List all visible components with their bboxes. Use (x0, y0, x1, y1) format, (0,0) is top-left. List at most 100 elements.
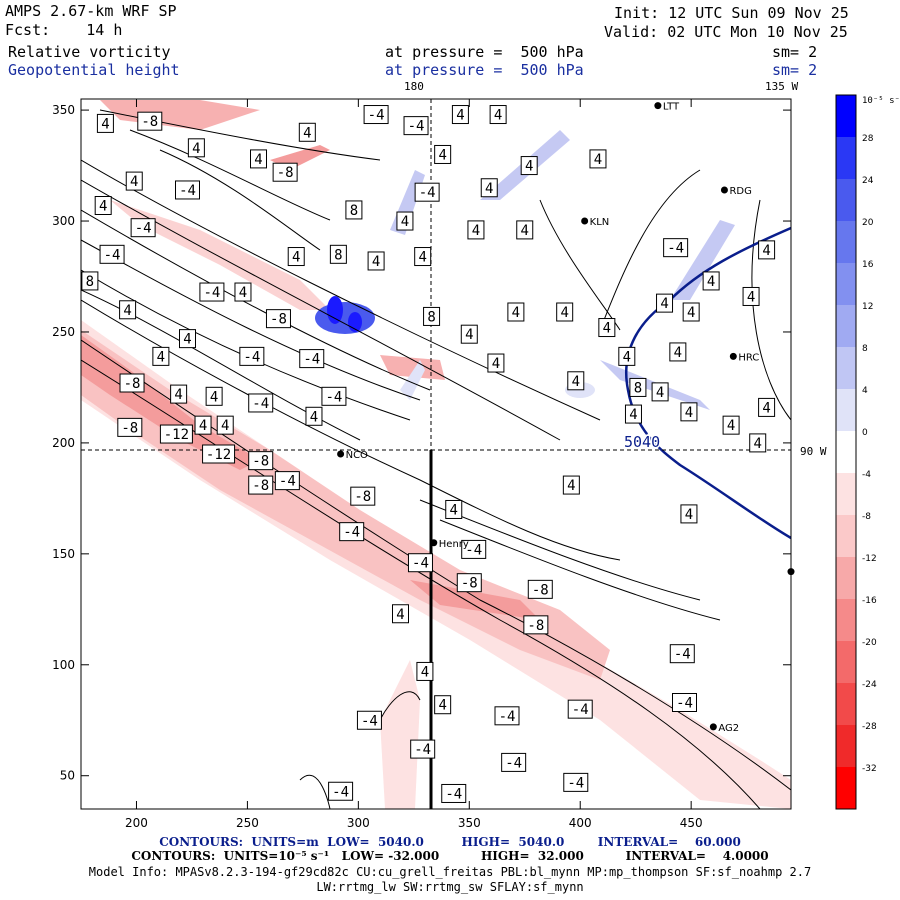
contour-label: -4 (494, 706, 520, 726)
contour-label: -4 (274, 471, 300, 491)
station-dot (709, 723, 717, 731)
colorbar-tick-label: -12 (862, 554, 877, 564)
svg-text:-4: -4 (505, 755, 522, 771)
colorbar-tick-label: -20 (862, 638, 877, 648)
contour-label: 4 (125, 171, 143, 191)
svg-text:4: 4 (254, 152, 262, 168)
contour-label: -4 (563, 772, 589, 792)
svg-text:4: 4 (623, 349, 631, 365)
colorbar-swatch (836, 347, 856, 389)
contour-label: 4 (489, 105, 507, 125)
contour-label: -4 (363, 105, 389, 125)
contour-label: -8 (265, 309, 291, 329)
contour-label: 8 (81, 271, 99, 291)
station-dot (337, 450, 345, 458)
svg-text:4: 4 (521, 223, 529, 239)
svg-text:4: 4 (494, 108, 502, 124)
colorbar-tick-label: 12 (862, 302, 873, 312)
svg-text:4: 4 (183, 332, 191, 348)
colorbar-swatch (836, 137, 856, 179)
colorbar-swatch (836, 263, 856, 305)
footer-height-contours: CONTOURS: UNITS=m LOW= 5040.0 HIGH= 5040… (159, 835, 741, 849)
colorbar-tick-label: 8 (862, 344, 868, 354)
svg-text:-4: -4 (465, 542, 482, 558)
contour-label: -8 (523, 615, 549, 635)
valid-time: Valid: 02 UTC Mon 10 Nov 25 (604, 23, 848, 41)
stations: LTT RDG KLN HRC NCO Henry AG2 (337, 102, 795, 734)
lat-label-90w: 90 W (800, 445, 827, 458)
colorbar-tick-label: 0 (862, 428, 868, 438)
svg-text:4: 4 (747, 289, 755, 305)
svg-text:-8: -8 (277, 165, 294, 181)
colorbar-tick-label: -24 (862, 680, 877, 690)
svg-text:4: 4 (629, 407, 637, 423)
contour-label: 4 (702, 271, 720, 291)
model-title: AMPS 2.67-km WRF SP (5, 2, 177, 20)
svg-text:4: 4 (727, 418, 735, 434)
svg-text:4: 4 (99, 199, 107, 215)
contour-label: 4 (758, 397, 776, 417)
contour-label: -4 (99, 244, 125, 264)
contour-label: -4 (175, 180, 200, 200)
svg-text:4: 4 (130, 174, 138, 190)
colorbar-tick-label: -4 (862, 470, 871, 480)
contour-label: 4 (205, 386, 223, 406)
svg-text:-4: -4 (179, 183, 196, 199)
svg-text:4: 4 (303, 125, 311, 141)
contour-label: 4 (520, 156, 538, 176)
contour-label: 4 (598, 318, 616, 338)
contour-label: 4 (216, 415, 234, 435)
contour-label: 4 (467, 220, 485, 240)
svg-text:-4: -4 (303, 352, 320, 368)
svg-text:4: 4 (192, 141, 200, 157)
svg-text:4: 4 (762, 400, 770, 416)
contour-label: 4 (416, 661, 434, 681)
contour-label: -4 (672, 693, 697, 712)
contour-label: 4 (414, 247, 432, 267)
contour-label: 4 (179, 329, 196, 349)
svg-text:4: 4 (685, 405, 693, 421)
svg-text:4: 4 (123, 303, 131, 319)
colorbar-tick-label: 24 (862, 176, 874, 186)
y-tick-label: 150 (52, 547, 75, 561)
svg-text:4: 4 (674, 345, 682, 361)
svg-text:4: 4 (438, 698, 446, 714)
svg-text:4: 4 (239, 285, 247, 301)
contour-label: 4 (119, 300, 137, 320)
station-dot (654, 102, 662, 110)
svg-text:4: 4 (560, 305, 568, 321)
contour-label: -4 (410, 739, 436, 759)
colorbar-units: 10⁻⁵ s⁻¹ (862, 96, 900, 106)
svg-text:4: 4 (401, 214, 409, 230)
x-axis-ticks: 200 250 300 350 400 450 (125, 99, 703, 830)
contour-label: 4 (170, 384, 188, 404)
contour-label: 4 (618, 346, 636, 366)
contour-label: -4 (299, 349, 325, 369)
colorbar-swatch (836, 725, 856, 767)
colorbar-swatch (836, 599, 856, 641)
field2-level: at pressure = 500 hPa (385, 61, 584, 79)
svg-text:-12: -12 (206, 447, 231, 463)
lon-label-180: 180 (404, 80, 424, 93)
contour-label: 8 (423, 306, 441, 326)
contour-label: 4 (445, 499, 463, 519)
svg-text:4: 4 (157, 349, 165, 365)
footer-model-info-2: LW:rrtmg_lw SW:rrtmg_sw SFLAY:sf_mynn (316, 880, 584, 894)
contour-label: -4 (461, 539, 487, 559)
svg-text:-4: -4 (252, 396, 269, 412)
init-time: Init: 12 UTC Sun 09 Nov 25 (614, 4, 849, 22)
station-label: HRC (738, 352, 759, 363)
station-dot (430, 539, 438, 547)
svg-text:4: 4 (567, 478, 575, 494)
contour-label: 4 (298, 122, 316, 142)
svg-text:-4: -4 (419, 185, 436, 201)
contour-label: -8 (248, 451, 274, 471)
contour-label: -4 (403, 116, 429, 136)
svg-text:4: 4 (472, 223, 480, 239)
contour-label: 4 (460, 324, 478, 344)
svg-text:-4: -4 (332, 784, 349, 800)
station-label: LTT (663, 102, 680, 113)
svg-text:4: 4 (372, 254, 380, 270)
svg-text:-4: -4 (445, 786, 462, 802)
